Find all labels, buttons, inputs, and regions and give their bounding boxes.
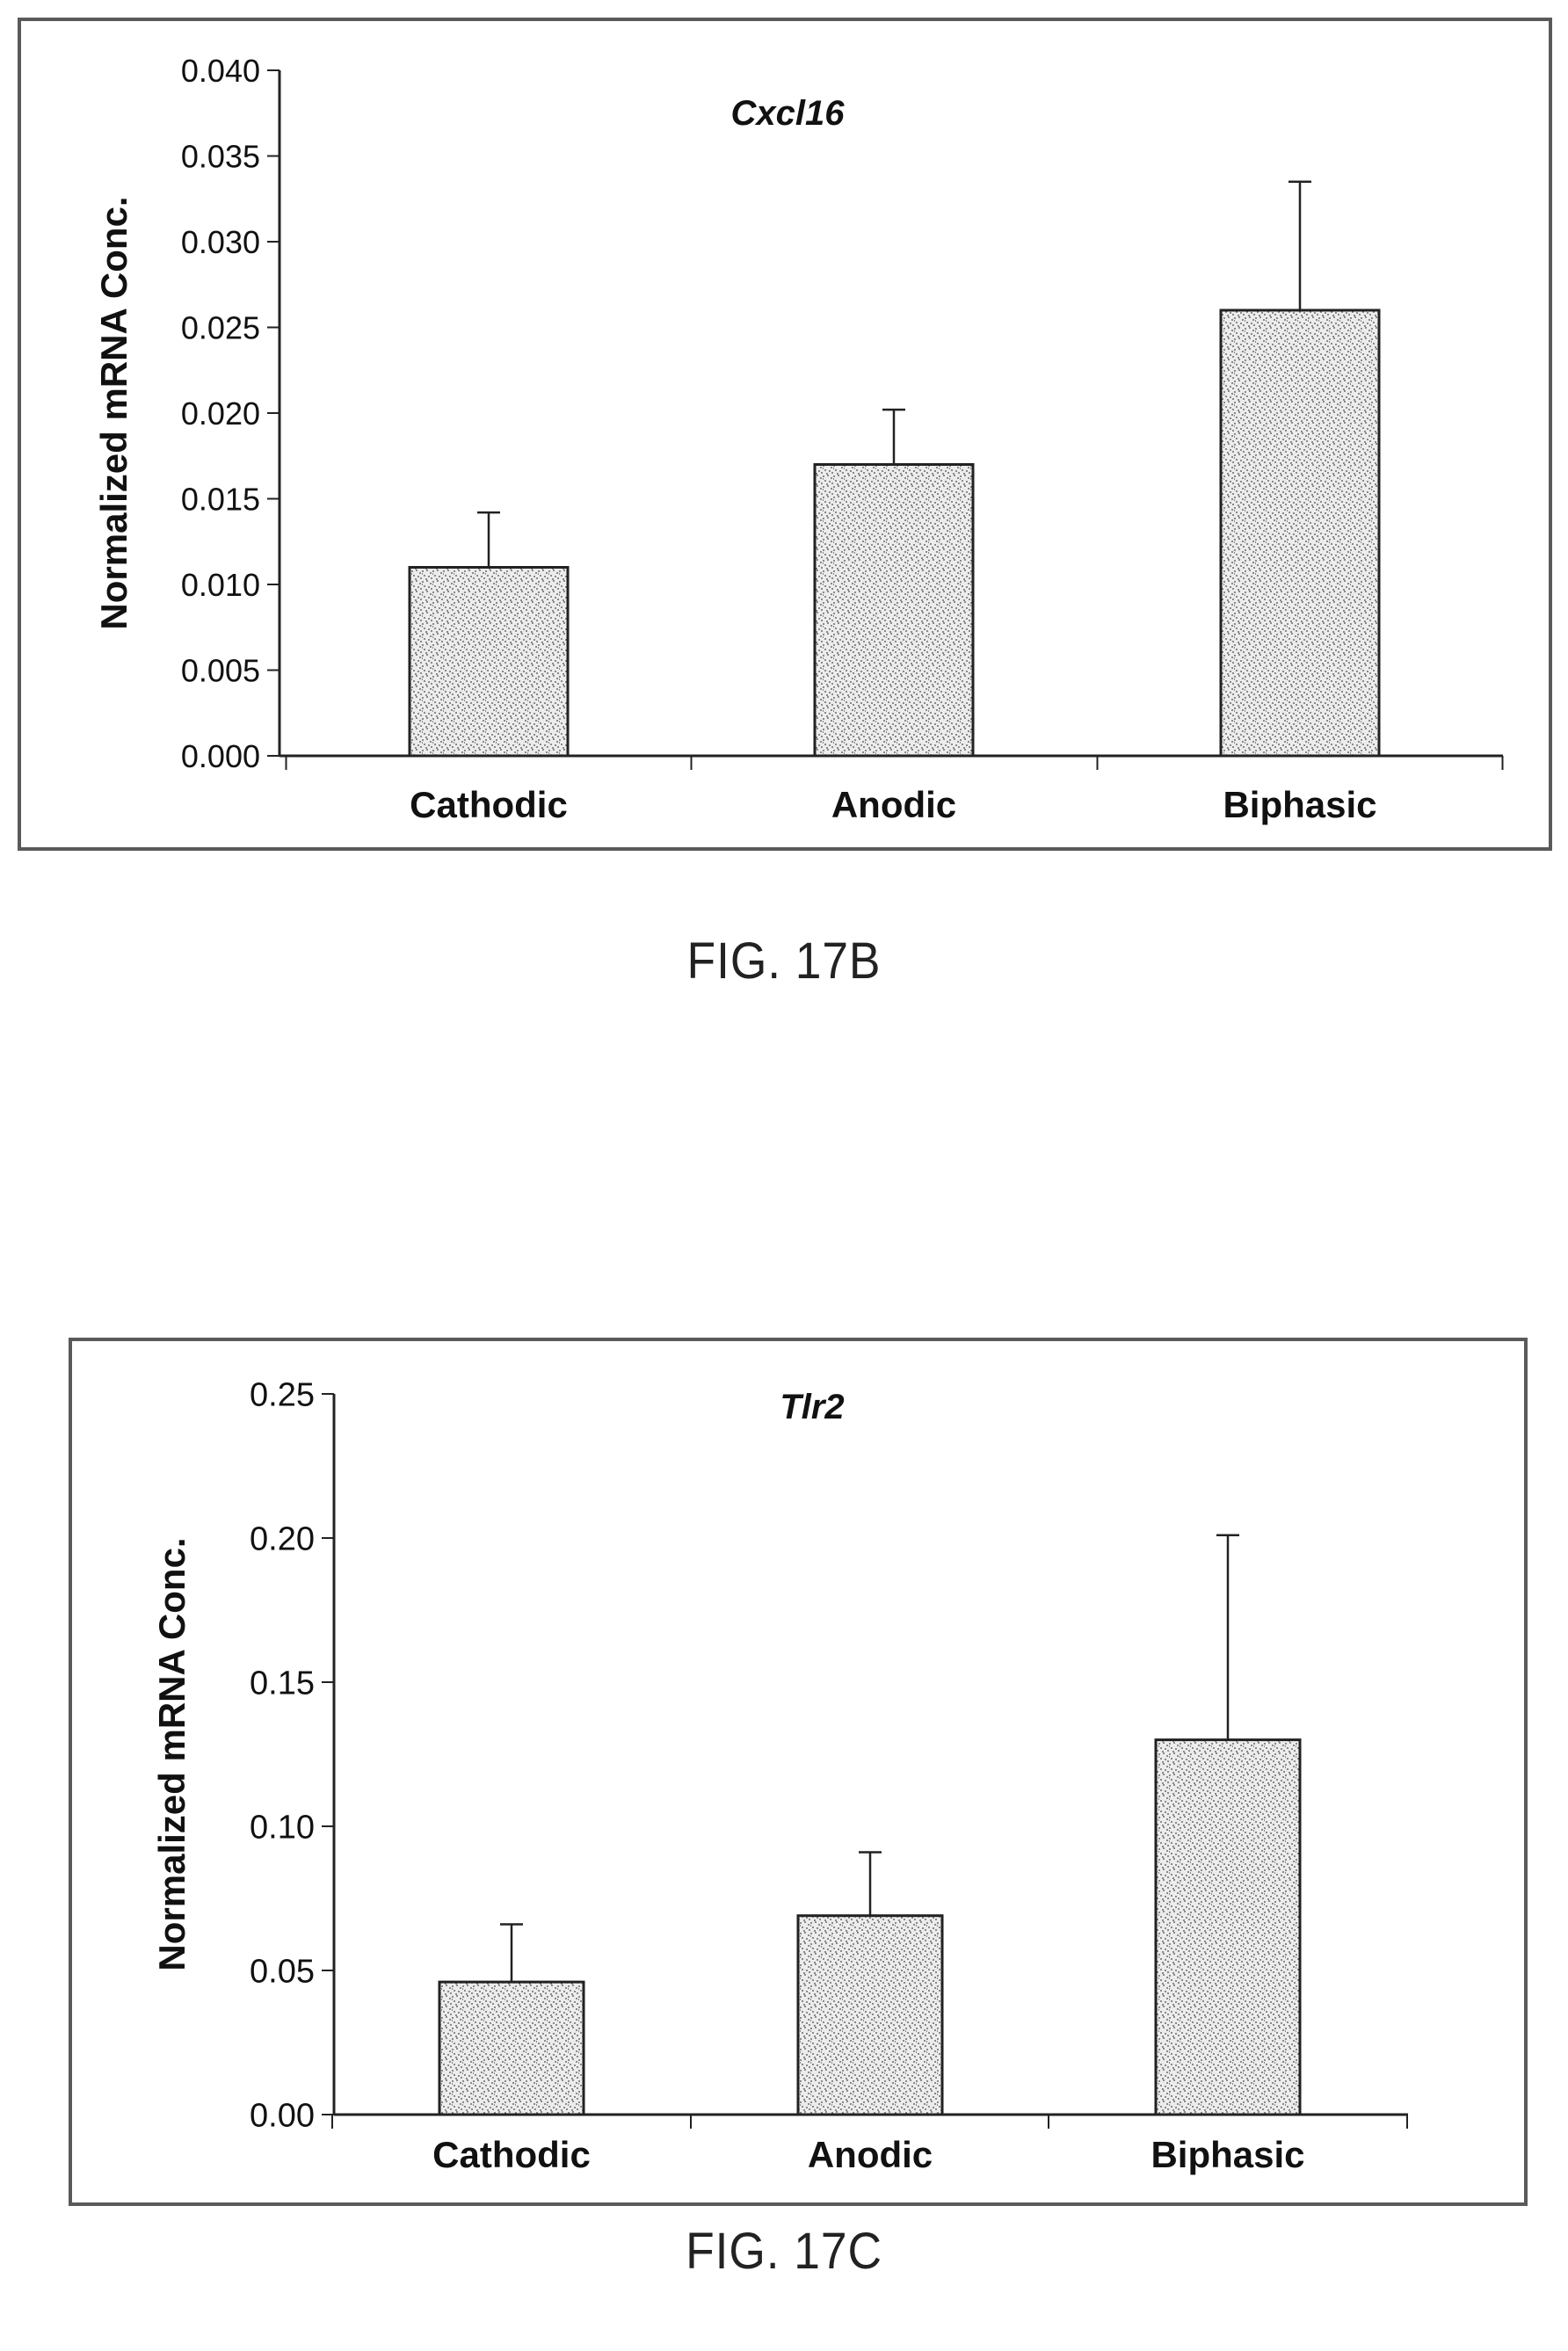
bar-anodic: [796, 1914, 944, 2116]
y-tick-label: 0.025: [181, 309, 260, 345]
bar-biphasic: [1154, 1738, 1302, 2116]
x-tick-label: Cathodic: [410, 784, 568, 825]
y-tick-label: 0.00: [250, 2098, 315, 2135]
y-tick-label: 0.030: [181, 224, 260, 260]
bar-cathodic: [438, 1980, 585, 2116]
bar-cathodic: [408, 566, 570, 758]
y-axis-label: Normalized mRNA Conc.: [151, 1537, 192, 1970]
chart-title: Cxcl16: [731, 94, 846, 133]
y-tick-label: 0.000: [181, 738, 260, 774]
y-axis-label: Normalized mRNA Conc.: [93, 196, 134, 629]
x-tick-label: Cathodic: [432, 2134, 591, 2175]
x-tick-label: Anodic: [831, 784, 956, 825]
y-tick-label: 0.010: [181, 567, 260, 603]
y-tick-label: 0.25: [250, 1377, 315, 1414]
y-tick-label: 0.015: [181, 481, 260, 517]
chart-title: Tlr2: [780, 1388, 844, 1426]
figure-label-17b: FIG. 17B: [686, 932, 882, 990]
chart-17c: 0.00 0.05 0.10 0.15 0.20 0.25 Cathodic Anodic Bi…: [151, 1377, 1408, 2175]
figure-label-17c: FIG. 17C: [686, 2223, 882, 2280]
chart-panel-17c: 0.00 0.05 0.10 0.15 0.20 0.25 Cathodic Anodic Bi…: [69, 1338, 1528, 2206]
x-tick-label: Biphasic: [1223, 784, 1376, 825]
bar-biphasic: [1219, 308, 1381, 758]
chart-17b: 0.000 0.005 0.010 0.015 0.020 0.025 0.030 0.035…: [93, 53, 1504, 825]
chart-panel-17b: 0.000 0.005 0.010 0.015 0.020 0.025 0.030 0.035…: [18, 18, 1552, 851]
y-tick-label: 0.05: [250, 1954, 315, 1991]
x-tick-label: Anodic: [808, 2134, 933, 2175]
y-tick-label: 0.035: [181, 138, 260, 174]
y-tick-label: 0.040: [181, 53, 260, 89]
y-tick-label: 0.10: [250, 1810, 315, 1847]
y-tick-label: 0.020: [181, 395, 260, 432]
y-tick-label: 0.15: [250, 1665, 315, 1702]
bar-anodic: [813, 463, 975, 758]
y-tick-label: 0.005: [181, 652, 260, 688]
y-tick-label: 0.20: [250, 1521, 315, 1558]
x-tick-label: Biphasic: [1151, 2134, 1304, 2175]
